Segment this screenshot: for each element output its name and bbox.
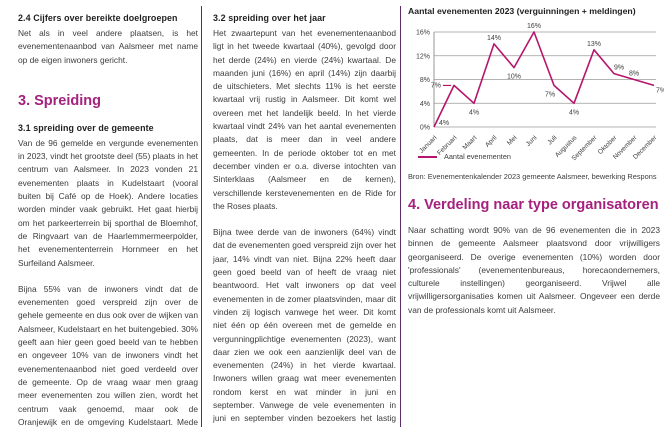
gridlines: [433, 31, 656, 128]
svg-text:16%: 16%: [416, 30, 430, 37]
chart-legend: Aantal evenementen: [418, 152, 511, 161]
y-axis-labels: 0% 4% 8% 12% 16%: [416, 30, 430, 132]
svg-text:7%: 7%: [656, 87, 664, 94]
section-4-heading: 4. Verdeling naar type organisatoren: [408, 197, 659, 213]
text-column-1: 2.4 Cijfers over bereikte doelgroepen Ne…: [18, 13, 198, 427]
svg-text:April: April: [484, 134, 499, 149]
chart-title: Aantal evenementen 2023 (verguinningen +…: [408, 6, 636, 16]
section-3-2-paragraph-2: Bijna twee derde van de inwoners (64%) v…: [213, 227, 396, 427]
section-3-1-heading: 3.1 spreiding over de gemeente: [18, 122, 154, 133]
section-2-4-heading: 2.4 Cijfers over bereikte doelgroepen: [18, 13, 178, 23]
svg-text:9%: 9%: [614, 65, 624, 72]
text-column-2: 3.2 spreiding over het jaar Het zwaartep…: [213, 13, 396, 427]
svg-text:12%: 12%: [416, 53, 430, 60]
svg-text:4%: 4%: [569, 109, 579, 116]
svg-text:Juni: Juni: [525, 134, 539, 148]
events-chart-area: 0%4%8%12%16%4%7%4%14%10%16%7%4%13%9%8%7%…: [408, 22, 664, 182]
svg-text:16%: 16%: [527, 23, 541, 30]
svg-text:8%: 8%: [420, 77, 430, 84]
point-labels: 4% 7% 4% 14% 10% 16% 7% 4% 13% 9% 8% 7%: [431, 23, 664, 127]
svg-text:4%: 4%: [420, 101, 430, 108]
svg-text:10%: 10%: [507, 74, 521, 81]
legend-label: Aantal evenementen: [444, 152, 511, 161]
svg-text:8%: 8%: [629, 71, 639, 78]
svg-text:7%: 7%: [545, 91, 555, 98]
svg-text:Maart: Maart: [462, 134, 479, 151]
section-3-heading: 3. Spreiding: [18, 92, 101, 109]
section-3-2-paragraph-1: Het zwaartepunt van het evenementenaanbo…: [213, 28, 396, 211]
chart-column: Aantal evenementen 2023 (verguinningen +…: [408, 6, 664, 317]
legend-line-swatch: [418, 155, 437, 158]
svg-text:Mei: Mei: [506, 134, 519, 147]
section-3-2-heading: 3.2 spreiding over het jaar: [213, 13, 326, 23]
section-3-1-paragraph-2: Bijna 55% van de inwoners vindt dat de e…: [18, 283, 198, 427]
chart-source: Bron: Evenementenkalender 2023 gemeente …: [408, 172, 657, 181]
svg-text:14%: 14%: [487, 35, 501, 42]
column-divider: [201, 6, 202, 427]
section-3-1-paragraph-1: Van de 96 gemelde en vergunde evenemente…: [18, 137, 198, 268]
section-2-4-paragraph: Net als in veel andere plaatsen, is het …: [18, 28, 198, 65]
series-line: [433, 31, 655, 128]
svg-text:0%: 0%: [420, 125, 430, 132]
svg-text:Juli: Juli: [546, 134, 558, 146]
svg-text:4%: 4%: [469, 109, 479, 116]
svg-text:13%: 13%: [587, 41, 601, 48]
column-divider: [400, 6, 401, 427]
section-4-paragraph: Naar schatting wordt 90% van de 96 evene…: [408, 225, 660, 315]
events-line-chart: 0%4%8%12%16%4%7%4%14%10%16%7%4%13%9%8%7%…: [416, 23, 664, 162]
svg-text:7%: 7%: [431, 82, 441, 89]
svg-text:4%: 4%: [439, 120, 449, 127]
